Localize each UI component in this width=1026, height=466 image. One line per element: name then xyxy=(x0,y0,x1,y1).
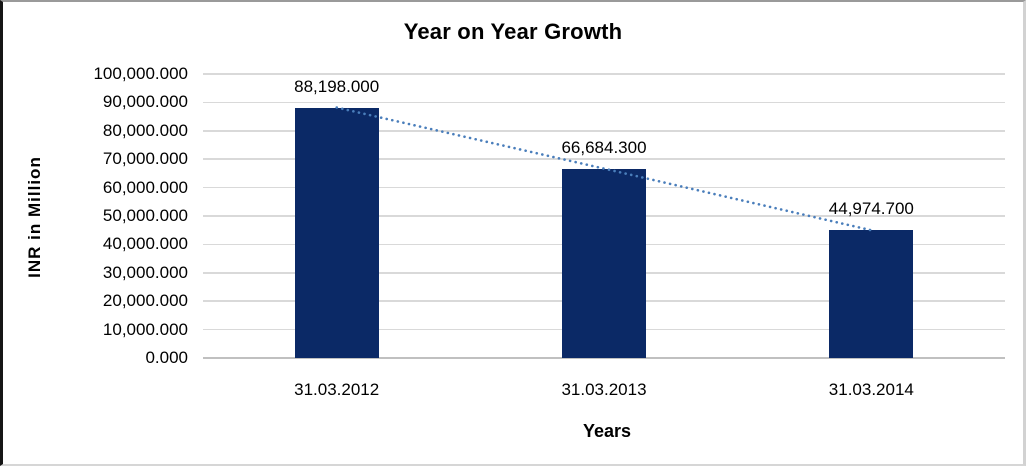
y-tick-label: 0.000 xyxy=(145,348,188,367)
y-gridline xyxy=(203,130,1005,132)
y-tick-label: 100,000.000 xyxy=(93,64,188,83)
plot-area: 88,198.000 66,684.300 44,974.700 xyxy=(203,73,1005,359)
data-label: 44,974.700 xyxy=(828,199,914,219)
data-label: 66,684.300 xyxy=(561,137,647,157)
y-gridline xyxy=(203,158,1005,160)
y-tick-label: 40,000.000 xyxy=(102,234,188,254)
trendline-path xyxy=(335,106,873,232)
chart-title: Year on Year Growth xyxy=(403,19,623,44)
y-gridline xyxy=(203,101,1005,104)
y-tick-label: 80,000.000 xyxy=(102,120,188,140)
x-tick-label: 31.03.2013 xyxy=(561,380,647,399)
y-tick-label: 60,000.000 xyxy=(102,177,188,197)
trendline xyxy=(335,106,873,232)
y-tick-label: 70,000.000 xyxy=(102,149,188,169)
x-axis-title: Years xyxy=(582,421,632,441)
y-gridline xyxy=(203,73,1005,75)
y-tick-label: 10,000.000 xyxy=(102,319,188,339)
x-tick-label: 31.03.2014 xyxy=(828,380,914,399)
x-tick-label: 31.03.2012 xyxy=(294,380,380,399)
y-tick-label: 20,000.000 xyxy=(102,291,188,311)
bar-31.03.2014 xyxy=(829,230,914,358)
y-tick-label: 50,000.000 xyxy=(102,206,188,225)
data-label: 88,198.000 xyxy=(294,76,380,96)
x-axis-line xyxy=(203,357,1005,359)
y-tick-label: 30,000.000 xyxy=(102,262,188,282)
bar-31.03.2013 xyxy=(562,168,646,358)
y-tick-label: 90,000.000 xyxy=(102,92,188,112)
bar-31.03.2012 xyxy=(294,107,379,358)
